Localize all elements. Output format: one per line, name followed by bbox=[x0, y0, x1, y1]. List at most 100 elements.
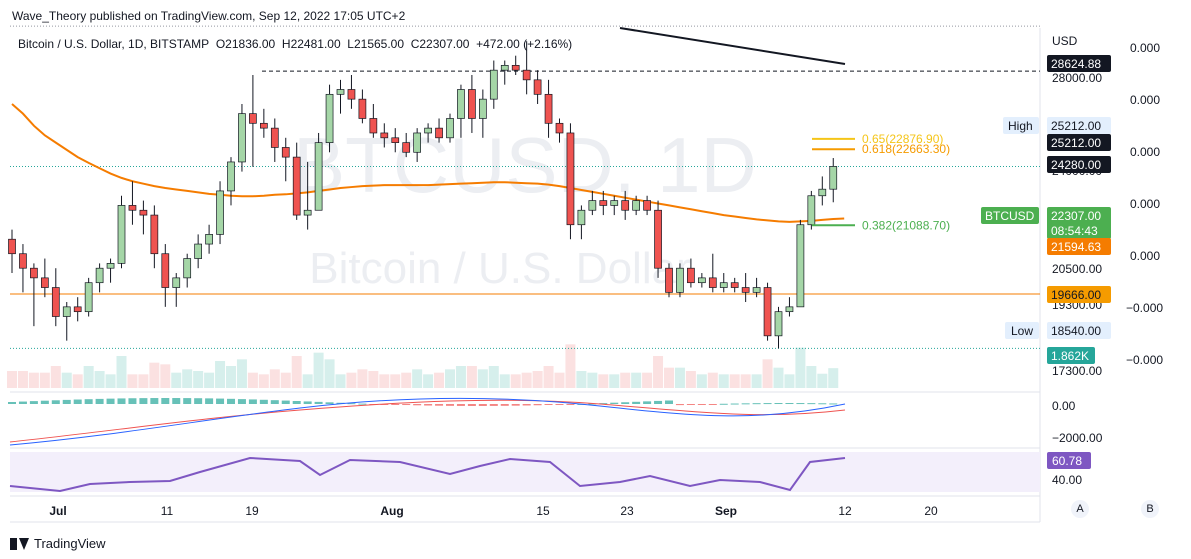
right-scale-tick: 0.000 bbox=[1130, 93, 1160, 107]
macd-bar bbox=[106, 398, 115, 404]
ma200-line bbox=[619, 27, 846, 65]
volume-bar bbox=[664, 367, 674, 388]
macd-bar bbox=[84, 399, 93, 404]
volume-bar bbox=[631, 372, 642, 388]
volume-bar bbox=[817, 373, 828, 388]
volume-bar bbox=[642, 372, 653, 388]
candle-body bbox=[479, 98, 487, 119]
candle-body bbox=[128, 205, 137, 211]
volume-bar bbox=[488, 366, 499, 388]
macd-bar bbox=[161, 398, 170, 404]
auto-scale-button[interactable]: A bbox=[1071, 500, 1089, 518]
candle-body bbox=[325, 93, 334, 143]
volume-bar bbox=[346, 372, 357, 388]
macd-bar bbox=[654, 400, 663, 404]
candle-body bbox=[457, 89, 465, 119]
candle-body bbox=[500, 64, 509, 71]
level-24280-tag: 24280.00 bbox=[1051, 158, 1101, 172]
candle-body bbox=[238, 113, 246, 163]
volume-bar bbox=[510, 374, 521, 388]
time-tick: Sep bbox=[715, 504, 737, 518]
rsi-band bbox=[10, 452, 1040, 492]
volume-bar bbox=[609, 374, 620, 388]
right-scale-tick: −0.000 bbox=[1126, 301, 1163, 315]
candle-body bbox=[697, 277, 706, 284]
low-value-tag: 18540.00 bbox=[1051, 324, 1101, 338]
rsi-tag: 60.78 bbox=[1052, 454, 1082, 468]
volume-bar bbox=[455, 366, 466, 388]
candle-body bbox=[643, 200, 651, 211]
volume-bar bbox=[182, 369, 193, 388]
volume-bar bbox=[434, 372, 445, 388]
volume-bar bbox=[269, 369, 280, 388]
candle-body bbox=[708, 277, 717, 288]
macd-bar bbox=[774, 403, 783, 405]
volume-bar bbox=[357, 369, 368, 388]
volume-tag-box bbox=[1047, 347, 1095, 364]
volume-bar bbox=[7, 371, 17, 388]
candle-body bbox=[654, 209, 662, 269]
candle-body bbox=[588, 200, 597, 211]
macd-bar bbox=[117, 398, 126, 404]
tradingview-brand: TradingView bbox=[34, 536, 106, 551]
right-scale-tick: 0.000 bbox=[1130, 197, 1160, 211]
volume-bar bbox=[236, 359, 247, 388]
candle-body bbox=[303, 209, 312, 216]
right-scale-tick: 0.000 bbox=[1130, 41, 1160, 55]
price-tick: 20500.00 bbox=[1052, 262, 1102, 276]
macd-bar bbox=[292, 400, 301, 404]
candle-body bbox=[260, 122, 268, 129]
volume-bar bbox=[17, 371, 28, 388]
publisher-line: Wave_Theory published on TradingView.com… bbox=[12, 9, 406, 23]
volume-bar bbox=[116, 356, 127, 388]
time-tick: 15 bbox=[536, 504, 550, 518]
right-scale-tick: 0.000 bbox=[1130, 249, 1160, 263]
candle-body bbox=[435, 127, 443, 139]
candle-body bbox=[413, 132, 421, 153]
macd-bar bbox=[40, 400, 49, 404]
volume-bar bbox=[335, 374, 346, 388]
macd-bar bbox=[270, 400, 279, 404]
ma50-tag-box bbox=[1047, 238, 1111, 255]
macd-bar bbox=[785, 403, 794, 405]
volume-bar bbox=[390, 374, 401, 388]
volume-bar bbox=[806, 366, 817, 388]
macd-bar bbox=[807, 403, 816, 405]
volume-bar bbox=[313, 352, 324, 388]
ma200-tag: 28624.88 bbox=[1051, 57, 1101, 71]
axis-currency: USD bbox=[1052, 34, 1078, 48]
level-25212-tag-box bbox=[1047, 134, 1111, 151]
candle-body bbox=[281, 147, 290, 158]
candle-body bbox=[172, 277, 181, 288]
volume-bar bbox=[83, 366, 94, 388]
candle-body bbox=[522, 69, 531, 81]
candle-body bbox=[216, 190, 224, 235]
volume-bar bbox=[160, 364, 171, 388]
tradingview-logo[interactable]: TradingView bbox=[10, 536, 106, 551]
volume-bar bbox=[401, 372, 412, 388]
volume-bar bbox=[39, 372, 50, 388]
volume-bar bbox=[554, 372, 565, 388]
volume-bar bbox=[696, 374, 707, 388]
candle-body bbox=[489, 69, 498, 100]
candle-body bbox=[424, 127, 432, 134]
time-tick: 20 bbox=[924, 504, 938, 518]
candle-body bbox=[249, 113, 257, 124]
legend-open: O21836.00 bbox=[215, 37, 276, 51]
macd-bar bbox=[741, 403, 750, 405]
candle-body bbox=[314, 142, 323, 211]
candle-body bbox=[577, 209, 586, 226]
last-price-tag: 22307.00 bbox=[1051, 209, 1101, 223]
macd-bar bbox=[413, 404, 422, 406]
log-scale-button[interactable]: B bbox=[1141, 500, 1159, 518]
macd-tick: −2000.00 bbox=[1052, 431, 1103, 445]
macd-bar bbox=[610, 402, 619, 404]
symbol-legend: Bitcoin / U.S. Dollar, 1D, BITSTAMP O218… bbox=[18, 37, 572, 51]
candle-body bbox=[40, 277, 49, 288]
macd-bar bbox=[752, 403, 761, 405]
macd-bar bbox=[18, 401, 27, 404]
macd-bar bbox=[194, 398, 203, 404]
macd-bar bbox=[730, 403, 739, 405]
volume-bar bbox=[368, 371, 379, 388]
